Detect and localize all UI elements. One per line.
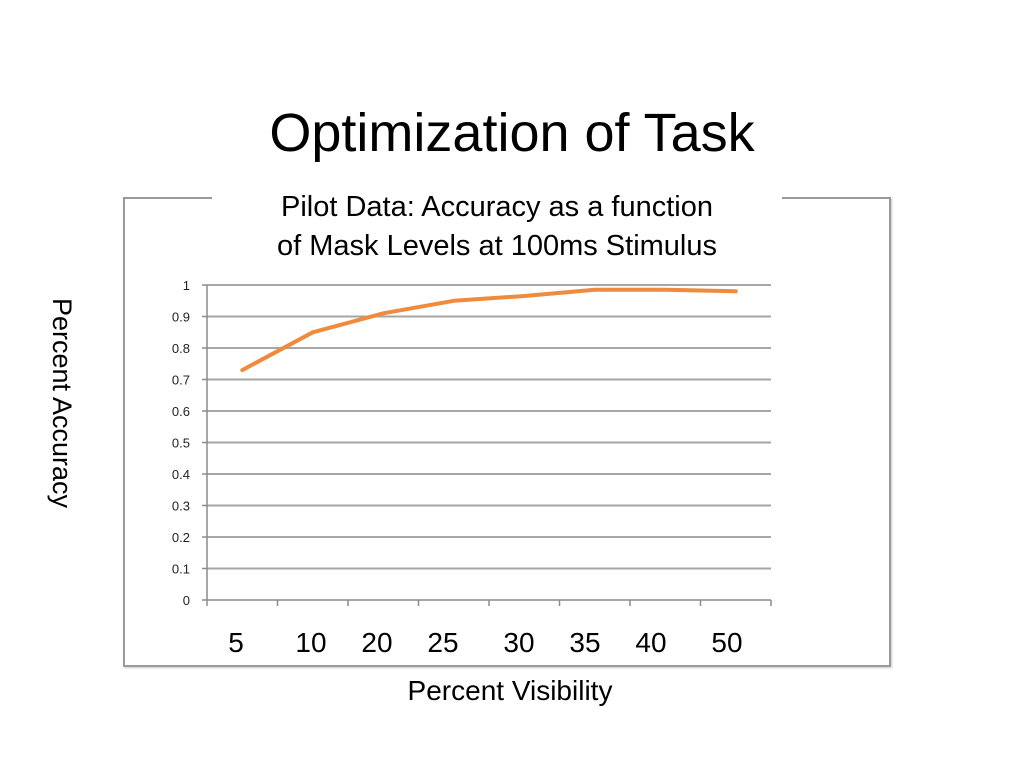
- chart-title-line-2: of Mask Levels at 100ms Stimulus: [276, 230, 717, 262]
- chart-title: Pilot Data: Accuracy as a function of Ma…: [212, 188, 782, 266]
- x-tick-label: 35: [569, 627, 600, 658]
- x-tick-label: 50: [711, 627, 742, 658]
- chart-title-line-1: Pilot Data: Accuracy as a function: [281, 191, 713, 223]
- y-tick-label: 0.1: [172, 562, 190, 577]
- x-tick-label: 30: [503, 627, 534, 658]
- y-tick-label: 0.6: [172, 404, 190, 419]
- y-tick-label: 0.8: [172, 341, 190, 356]
- y-tick-label: 0.2: [172, 530, 190, 545]
- y-tick-label: 0.7: [172, 373, 190, 388]
- x-tick-label: 25: [427, 627, 458, 658]
- x-tick-label: 5: [228, 627, 244, 658]
- y-tick-label: 0.9: [172, 310, 190, 325]
- y-tick-label: 0.3: [172, 499, 190, 514]
- x-axis-label: Percent Visibility: [407, 675, 613, 706]
- slide-title: Optimization of Task: [269, 103, 755, 163]
- y-tick-label: 0.5: [172, 436, 190, 451]
- x-tick-label: 20: [361, 627, 392, 658]
- y-tick-label: 0.4: [172, 467, 190, 482]
- x-tick-label: 40: [635, 627, 666, 658]
- x-tick-label: 10: [295, 627, 326, 658]
- y-tick-label: 0: [183, 593, 190, 608]
- y-tick-label: 1: [183, 278, 190, 293]
- series-line: [240, 287, 738, 373]
